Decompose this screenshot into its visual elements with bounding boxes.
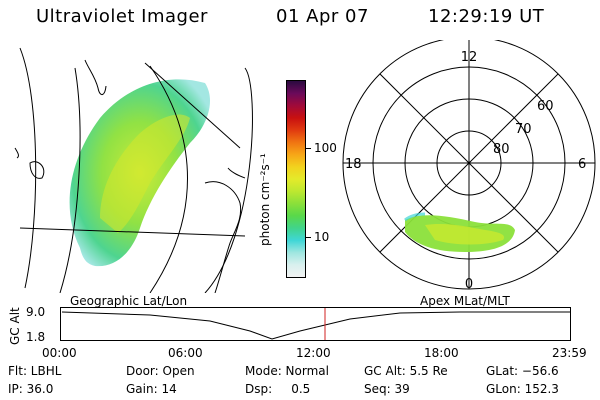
mlt-label-18: 18 [345, 157, 362, 172]
mlat-label-60: 60 [537, 99, 554, 114]
geographic-image-panel [14, 47, 253, 293]
mlt-label-6: 6 [578, 157, 586, 172]
timeline-xtick-2359: 23:59 [552, 346, 587, 360]
polar-mlt-panel: 12 18 6 0 60 70 80 [342, 40, 596, 292]
date-label: 01 Apr 07 [276, 6, 369, 27]
glon-value: GLon: 152.3 [486, 382, 559, 396]
colorbar [286, 80, 306, 278]
timeline-xtick-1800: 18:00 [424, 346, 459, 360]
gain-value: Gain: 14 [126, 382, 177, 396]
mlat-label-80: 80 [493, 142, 510, 157]
app-title: Ultraviolet Imager [36, 6, 208, 27]
mlt-label-12: 12 [461, 50, 478, 65]
timeline-ytick-1-8: 1.8 [26, 330, 46, 344]
timeline-ytick-9: 9.0 [26, 305, 46, 319]
dsp-value: Dsp: 0.5 [245, 382, 311, 396]
timeline-plot [60, 307, 571, 341]
colorbar-tick-100 [306, 148, 311, 149]
polar-panel-title: Apex MLat/MLT [420, 294, 510, 308]
ip-value: IP: 36.0 [8, 382, 54, 396]
time-label: 12:29:19 UT [428, 6, 545, 27]
mode-value: Mode: Normal [245, 364, 329, 378]
gc-alt-value: GC Alt: 5.5 Re [364, 364, 448, 378]
colorbar-label: photon cm⁻²s⁻¹ [258, 153, 272, 246]
flt-value: Flt: LBHL [8, 364, 62, 378]
door-value: Door: Open [126, 364, 195, 378]
timeline-xtick-1200: 12:00 [296, 346, 331, 360]
mlat-label-70: 70 [515, 122, 532, 137]
timeline-ylabel: GC Alt [8, 307, 22, 345]
mlt-label-0: 0 [465, 277, 473, 292]
colorbar-tick-label-10: 10 [314, 230, 330, 244]
timeline-xtick-0000: 00:00 [42, 346, 77, 360]
colorbar-tick-label-100: 100 [314, 141, 337, 155]
timeline-xtick-0600: 06:00 [168, 346, 203, 360]
colorbar-tick-10 [306, 237, 311, 238]
gc-alt-curve [61, 311, 570, 340]
geo-panel-title: Geographic Lat/Lon [70, 294, 188, 308]
seq-value: Seq: 39 [364, 382, 410, 396]
glat-value: GLat: −56.6 [486, 364, 559, 378]
